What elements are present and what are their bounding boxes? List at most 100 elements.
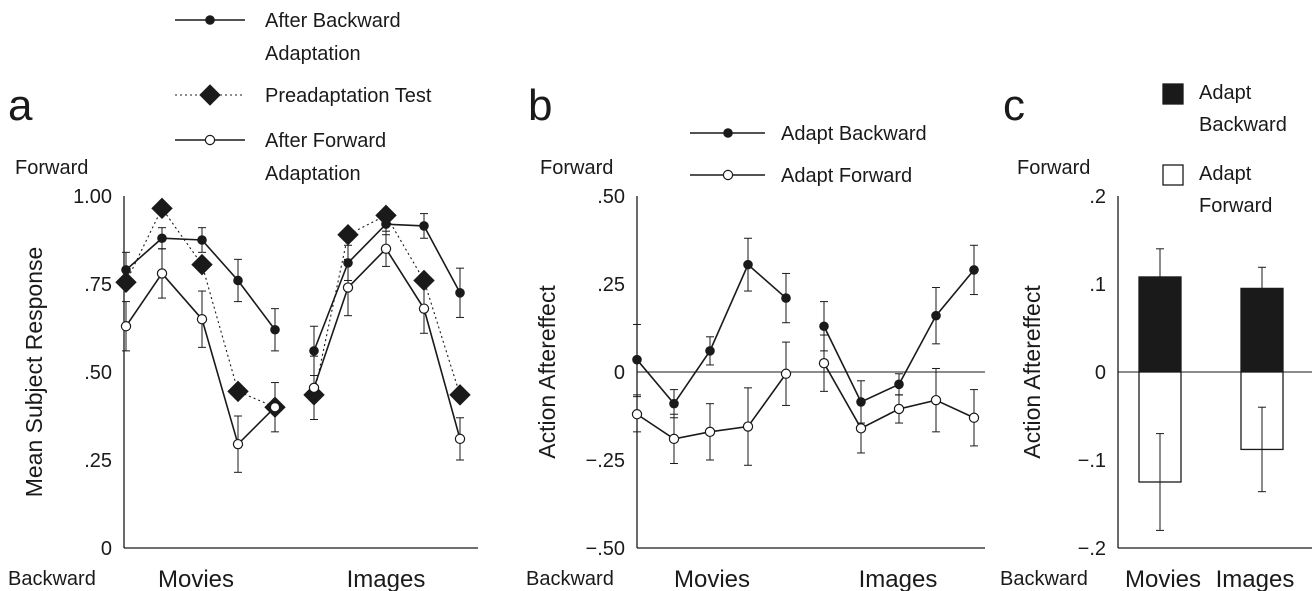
y-tick-label-b: .50 [597,186,625,208]
data-point-b-1 [818,358,830,369]
data-point-a-2 [232,438,244,450]
data-point-b-0 [931,310,941,321]
data-point-a-2 [418,303,430,314]
y-tick-label-c: .2 [1089,186,1106,208]
data-point-a-0 [419,221,429,231]
y-bottom-label-c: Backward [1000,568,1088,590]
x-category-label-b: Movies [674,566,750,591]
legend-swatch-c [1162,164,1184,186]
data-point-a-2 [196,314,208,325]
data-point-a-1 [191,253,213,276]
data-point-a-2 [156,268,168,279]
legend-label-c: Forward [1199,195,1272,217]
legend-label-a: After Forward [265,130,386,152]
data-point-a-2 [342,282,354,293]
y-axis-title-b: Action Aftereffect [534,285,560,459]
data-point-a-2 [454,433,466,445]
y-tick-label-b: .25 [597,274,625,296]
data-point-a-0 [197,235,207,245]
legend-label-c: Adapt [1199,82,1252,104]
y-top-label-c: Forward [1017,157,1090,179]
legend-marker-a [205,15,215,25]
data-point-a-1 [303,384,325,406]
data-point-b-0 [669,398,679,409]
legend-label-a: Preadaptation Test [265,85,432,107]
series-line-b-0 [636,263,787,406]
data-point-b-0 [743,259,753,270]
data-point-b-1 [780,368,792,379]
legend-label-c: Adapt [1199,163,1252,185]
legend-marker-b [722,169,734,181]
y-tick-label-b: 0 [614,362,625,384]
data-point-a-1 [375,204,397,227]
x-category-label-c: Movies [1125,566,1201,591]
legend-marker-b [723,128,733,138]
y-tick-label-a: .50 [84,362,112,384]
legend-label-b: Adapt Backward [781,123,927,145]
legend-marker-a [204,134,216,146]
data-point-a-1 [337,224,359,246]
y-tick-label-a: 1.00 [73,186,112,208]
data-point-a-1 [413,269,435,292]
data-point-a-0 [455,287,465,298]
data-point-b-1 [893,403,905,415]
y-tick-label-b: −.50 [586,538,625,560]
series-line-a-2 [313,247,461,440]
x-category-label-a: Images [347,566,426,591]
data-point-a-2 [269,402,281,413]
data-point-b-1 [930,394,942,406]
legend-label-b: Adapt Forward [781,165,912,187]
series-line-a-1 [313,214,461,396]
data-point-a-2 [308,382,320,394]
panel-letter-b: b [528,81,552,130]
y-bottom-label-a: Backward [8,568,96,590]
legend-label-a: After Backward [265,10,401,32]
data-point-b-0 [781,293,791,303]
y-tick-label-a: .75 [84,274,112,296]
y-tick-label-c: −.1 [1078,450,1106,472]
data-point-a-0 [157,233,167,244]
data-point-a-1 [115,271,137,293]
data-point-b-1 [704,426,716,438]
data-point-a-0 [233,275,243,286]
data-point-b-1 [855,423,867,434]
y-tick-label-c: −.2 [1078,538,1106,560]
data-point-a-0 [309,346,319,356]
data-point-a-1 [449,384,471,406]
y-axis-title-c: Action Aftereffect [1019,285,1045,459]
legend-label-a: Adaptation [265,43,361,65]
legend-label-c: Backward [1199,114,1287,136]
x-category-label-a: Movies [158,566,234,591]
data-point-b-0 [894,379,904,390]
data-point-b-0 [856,397,866,407]
panel-letter-c: c [1003,81,1025,130]
y-tick-label-c: 0 [1095,362,1106,384]
series-line-a-0 [313,223,461,352]
data-point-a-2 [380,243,392,254]
y-axis-title-a: Mean Subject Response [21,247,47,498]
y-bottom-label-b: Backward [526,568,614,590]
data-point-b-1 [631,409,643,420]
data-point-b-0 [819,321,829,332]
y-tick-label-a: 0 [101,538,112,560]
x-category-label-b: Images [859,566,938,591]
legend-marker-a [199,84,221,106]
legend-swatch-c [1162,83,1184,105]
panel-letter-a: a [8,81,33,130]
y-tick-label-c: .1 [1089,274,1106,296]
data-point-b-1 [742,421,754,432]
x-category-label-c: Images [1216,566,1295,591]
data-point-b-0 [705,346,715,356]
data-point-a-0 [270,324,280,335]
y-tick-label-a: .25 [84,450,112,472]
data-point-b-0 [632,354,642,365]
data-point-a-1 [151,197,173,220]
legend-label-a: Adaptation [265,163,361,185]
y-top-label-b: Forward [540,157,613,179]
data-point-b-0 [969,265,979,275]
data-point-a-2 [120,321,132,332]
y-top-label-a: Forward [15,157,88,179]
data-point-b-1 [968,412,980,423]
data-point-a-0 [343,258,353,268]
